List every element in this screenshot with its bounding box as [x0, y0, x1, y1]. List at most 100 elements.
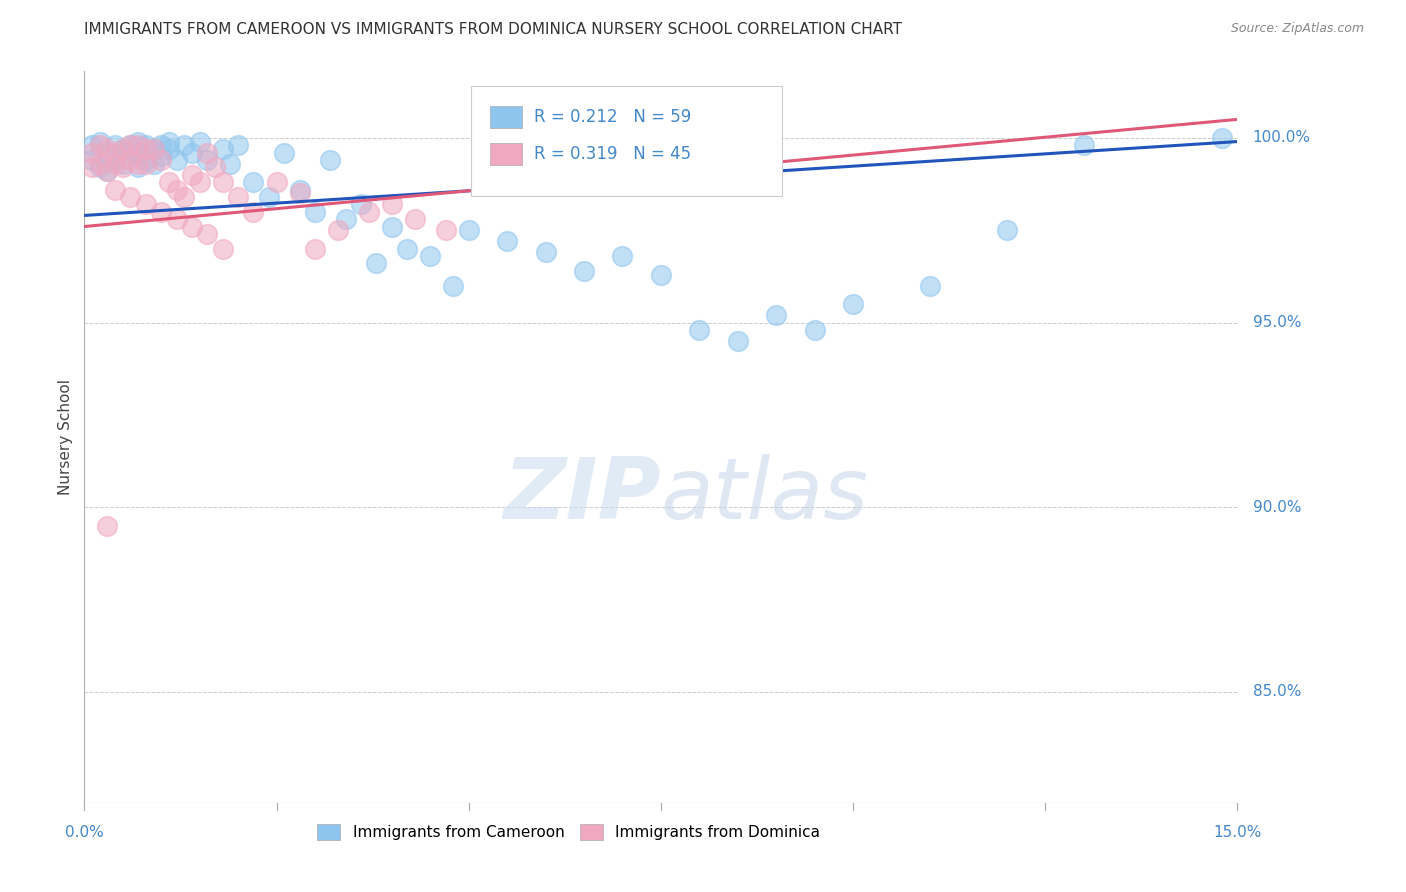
Point — [273, 145, 295, 160]
Point — [127, 161, 149, 175]
Point — [150, 204, 173, 219]
Point — [211, 175, 233, 189]
Point — [181, 168, 204, 182]
Point — [357, 204, 380, 219]
Point — [166, 212, 188, 227]
Point — [350, 197, 373, 211]
Point — [111, 142, 134, 156]
Point — [211, 242, 233, 256]
Point — [80, 153, 103, 167]
Text: Source: ZipAtlas.com: Source: ZipAtlas.com — [1230, 22, 1364, 36]
Text: 95.0%: 95.0% — [1253, 315, 1301, 330]
Point — [127, 135, 149, 149]
Point — [288, 186, 311, 201]
Point — [142, 142, 165, 156]
Point — [419, 249, 441, 263]
Point — [135, 197, 157, 211]
Text: 90.0%: 90.0% — [1253, 500, 1301, 515]
Point — [211, 142, 233, 156]
Point — [842, 297, 865, 311]
Point — [120, 138, 142, 153]
Text: IMMIGRANTS FROM CAMEROON VS IMMIGRANTS FROM DOMINICA NURSERY SCHOOL CORRELATION : IMMIGRANTS FROM CAMEROON VS IMMIGRANTS F… — [84, 22, 903, 37]
Point — [96, 145, 118, 160]
Point — [181, 145, 204, 160]
Point — [96, 164, 118, 178]
Point — [304, 242, 326, 256]
Point — [96, 518, 118, 533]
Point — [142, 157, 165, 171]
Point — [135, 153, 157, 167]
Legend: Immigrants from Cameroon, Immigrants from Dominica: Immigrants from Cameroon, Immigrants fro… — [311, 818, 825, 847]
Text: 85.0%: 85.0% — [1253, 684, 1301, 699]
Point — [157, 175, 180, 189]
Point — [142, 142, 165, 156]
Text: ZIP: ZIP — [503, 454, 661, 537]
Point — [381, 197, 404, 211]
Point — [166, 153, 188, 167]
Point — [173, 138, 195, 153]
Point — [135, 157, 157, 171]
Point — [195, 145, 218, 160]
Point — [219, 157, 242, 171]
Point — [135, 138, 157, 153]
Point — [89, 157, 111, 171]
Text: atlas: atlas — [661, 454, 869, 537]
Point — [166, 183, 188, 197]
Point — [173, 190, 195, 204]
Point — [266, 175, 288, 189]
Y-axis label: Nursery School: Nursery School — [58, 379, 73, 495]
Point — [288, 183, 311, 197]
Point — [157, 142, 180, 156]
Point — [195, 227, 218, 241]
Point — [104, 153, 127, 167]
Point — [534, 245, 557, 260]
Point — [80, 138, 103, 153]
Point — [326, 223, 349, 237]
Point — [111, 142, 134, 156]
Point — [727, 334, 749, 348]
Point — [120, 149, 142, 163]
Point — [319, 153, 342, 167]
Text: R = 0.212   N = 59: R = 0.212 N = 59 — [534, 109, 692, 127]
Point — [181, 219, 204, 234]
FancyBboxPatch shape — [491, 143, 523, 165]
Text: R = 0.319   N = 45: R = 0.319 N = 45 — [534, 145, 692, 163]
Point — [226, 190, 249, 204]
Point — [157, 135, 180, 149]
Point — [918, 278, 941, 293]
Point — [242, 204, 264, 219]
Text: 15.0%: 15.0% — [1213, 825, 1261, 840]
Point — [242, 175, 264, 189]
Text: 100.0%: 100.0% — [1253, 130, 1310, 145]
Point — [1211, 131, 1233, 145]
Point — [127, 138, 149, 153]
Point — [612, 249, 634, 263]
Point — [195, 153, 218, 167]
Point — [396, 242, 419, 256]
Point — [111, 157, 134, 171]
Point — [89, 138, 111, 153]
Point — [366, 256, 388, 270]
Point — [80, 161, 103, 175]
Point — [150, 153, 173, 167]
Point — [135, 142, 157, 156]
Point — [257, 190, 280, 204]
Point — [188, 135, 211, 149]
Point — [1073, 138, 1095, 153]
Point — [457, 223, 479, 237]
Point — [688, 323, 710, 337]
Point — [204, 161, 226, 175]
Point — [120, 153, 142, 167]
Point — [226, 138, 249, 153]
Point — [404, 212, 426, 227]
Point — [650, 268, 672, 282]
Point — [104, 157, 127, 171]
Point — [381, 219, 404, 234]
Point — [104, 183, 127, 197]
Point — [995, 223, 1018, 237]
Point — [496, 235, 519, 249]
Point — [803, 323, 825, 337]
Point — [96, 164, 118, 178]
FancyBboxPatch shape — [471, 86, 782, 195]
Point — [434, 223, 457, 237]
